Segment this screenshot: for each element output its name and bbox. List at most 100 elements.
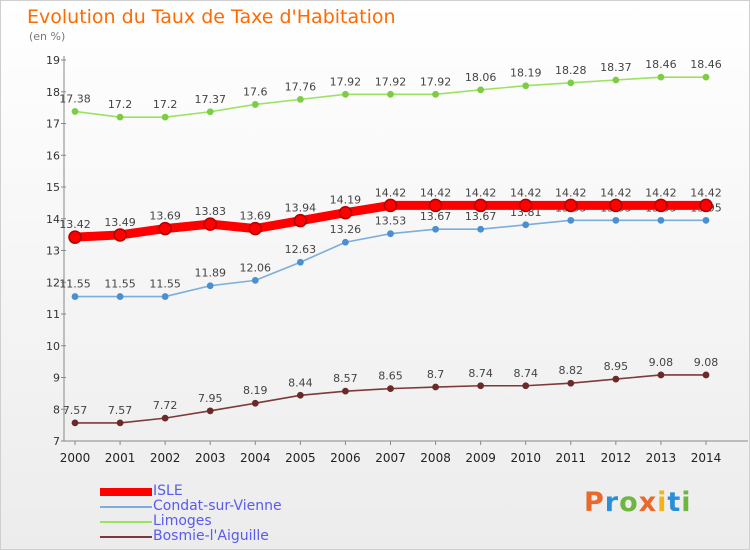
y-tick-label: 15 <box>46 181 60 194</box>
data-label-isle: 13.69 <box>240 210 272 223</box>
x-tick-label: 2004 <box>240 451 271 465</box>
data-label-bosmie-l-aiguille: 7.72 <box>153 399 178 412</box>
y-tick-label: 7 <box>53 435 60 448</box>
data-label-limoges: 18.46 <box>690 58 722 71</box>
y-tick-label: 8 <box>53 403 60 416</box>
data-point-limoges <box>657 73 665 81</box>
data-label-isle: 14.42 <box>465 186 497 199</box>
data-point-condat-sur-vienne <box>522 221 530 229</box>
data-point-limoges <box>432 90 439 98</box>
data-label-bosmie-l-aiguille: 9.08 <box>649 356 674 369</box>
data-point-bosmie-l-aiguille <box>71 419 79 427</box>
data-point-isle <box>518 198 533 213</box>
data-label-limoges: 17.92 <box>375 75 407 88</box>
data-label-limoges: 17.92 <box>420 75 452 88</box>
data-point-bosmie-l-aiguille <box>567 379 575 387</box>
data-point-bosmie-l-aiguille <box>522 382 530 390</box>
x-tick-label: 2013 <box>646 451 677 465</box>
data-point-limoges <box>702 73 710 81</box>
legend-label: Bosmie-l'Aiguille <box>153 528 269 544</box>
data-label-bosmie-l-aiguille: 8.44 <box>288 376 313 389</box>
data-point-isle <box>564 198 578 213</box>
legend-label: Limoges <box>153 513 212 529</box>
data-point-condat-sur-vienne <box>161 293 169 300</box>
x-tick-label: 2002 <box>150 451 181 465</box>
data-point-condat-sur-vienne <box>206 282 214 290</box>
data-point-bosmie-l-aiguille <box>342 387 349 395</box>
data-point-limoges <box>116 113 124 121</box>
data-point-bosmie-l-aiguille <box>612 375 620 383</box>
data-label-condat-sur-vienne: 11.55 <box>149 278 181 291</box>
data-label-limoges: 17.2 <box>153 98 178 111</box>
data-point-bosmie-l-aiguille <box>657 371 665 379</box>
data-point-bosmie-l-aiguille <box>161 414 169 422</box>
y-tick-label: 16 <box>46 149 60 162</box>
y-tick-label: 18 <box>46 86 60 99</box>
data-label-isle: 14.42 <box>690 186 722 199</box>
y-tick-label: 10 <box>46 340 60 353</box>
data-label-limoges: 17.2 <box>108 98 133 111</box>
legend-swatch <box>100 488 152 496</box>
data-point-isle <box>338 205 353 220</box>
data-point-isle <box>68 230 82 244</box>
y-tick-label: 9 <box>53 372 60 385</box>
data-point-isle <box>113 228 127 242</box>
data-point-limoges <box>161 113 169 121</box>
data-point-isle <box>203 217 217 231</box>
data-label-limoges: 17.37 <box>194 93 226 106</box>
data-point-limoges <box>612 76 620 84</box>
y-tick-label: 19 <box>46 54 60 67</box>
data-point-condat-sur-vienne <box>251 276 259 284</box>
data-point-isle <box>473 198 488 213</box>
x-tick-label: 2008 <box>420 451 451 465</box>
data-label-limoges: 18.46 <box>645 58 677 71</box>
data-label-isle: 14.42 <box>510 186 542 199</box>
data-label-condat-sur-vienne: 13.67 <box>420 210 452 223</box>
data-point-bosmie-l-aiguille <box>702 371 710 379</box>
data-point-condat-sur-vienne <box>612 216 620 224</box>
data-point-limoges <box>477 86 485 94</box>
chart-title: Evolution du Taux de Taxe d'Habitation <box>27 6 396 28</box>
data-label-condat-sur-vienne: 11.89 <box>194 267 226 280</box>
data-point-isle <box>428 198 443 213</box>
data-label-bosmie-l-aiguille: 9.08 <box>694 356 719 369</box>
data-point-condat-sur-vienne <box>296 258 304 266</box>
data-label-limoges: 17.92 <box>330 75 362 88</box>
data-point-isle <box>158 221 172 236</box>
data-label-isle: 13.69 <box>149 210 181 223</box>
data-point-bosmie-l-aiguille <box>116 419 124 427</box>
data-label-limoges: 18.28 <box>555 64 587 77</box>
data-label-condat-sur-vienne: 12.63 <box>285 243 317 256</box>
data-point-bosmie-l-aiguille <box>251 399 259 407</box>
data-point-isle <box>609 198 623 213</box>
data-label-condat-sur-vienne: 13.67 <box>465 210 497 223</box>
x-tick-label: 2001 <box>105 451 136 465</box>
y-tick-label: 14 <box>46 213 60 226</box>
y-tick-label: 13 <box>46 245 60 258</box>
legend-swatch <box>100 536 152 538</box>
data-point-limoges <box>387 90 394 98</box>
data-label-isle: 14.42 <box>645 186 677 199</box>
data-point-isle <box>293 213 308 228</box>
data-point-isle <box>383 198 398 213</box>
data-label-condat-sur-vienne: 12.06 <box>240 261 272 274</box>
data-point-bosmie-l-aiguille <box>432 383 439 391</box>
data-point-limoges <box>342 90 349 98</box>
data-point-limoges <box>522 82 530 90</box>
legend-label: Condat-sur-Vienne <box>153 498 282 514</box>
data-label-isle: 14.42 <box>600 186 632 199</box>
legend-label: ISLE <box>153 483 183 499</box>
data-point-limoges <box>296 95 304 103</box>
data-label-limoges: 18.06 <box>465 71 497 84</box>
data-label-condat-sur-vienne: 11.55 <box>104 278 136 291</box>
data-label-bosmie-l-aiguille: 8.95 <box>604 360 629 373</box>
x-tick-label: 2009 <box>465 451 496 465</box>
x-tick-label: 2014 <box>691 451 722 465</box>
data-label-isle: 13.49 <box>104 216 136 229</box>
data-point-condat-sur-vienne <box>477 225 485 233</box>
y-tick-label: 11 <box>46 308 60 321</box>
data-label-bosmie-l-aiguille: 8.7 <box>427 368 445 381</box>
y-tick-label: 12 <box>46 276 60 289</box>
data-point-isle <box>699 198 713 213</box>
